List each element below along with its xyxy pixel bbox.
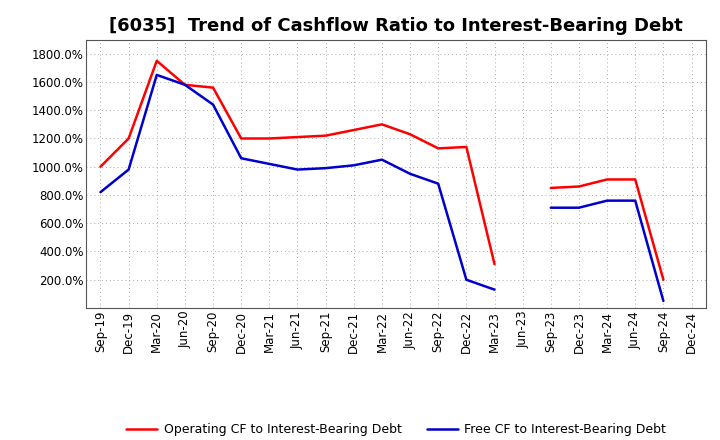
Free CF to Interest-Bearing Debt — [434, 181, 443, 186]
Operating CF to Interest-Bearing Debt — [96, 164, 105, 169]
Legend: Operating CF to Interest-Bearing Debt, Free CF to Interest-Bearing Debt: Operating CF to Interest-Bearing Debt, F… — [121, 418, 671, 440]
Free CF to Interest-Bearing Debt — [153, 72, 161, 77]
Free CF to Interest-Bearing Debt — [490, 287, 499, 292]
Line: Operating CF to Interest-Bearing Debt: Operating CF to Interest-Bearing Debt — [101, 61, 495, 264]
Operating CF to Interest-Bearing Debt — [181, 82, 189, 88]
Operating CF to Interest-Bearing Debt — [237, 136, 246, 141]
Free CF to Interest-Bearing Debt — [321, 165, 330, 171]
Free CF to Interest-Bearing Debt — [265, 161, 274, 167]
Free CF to Interest-Bearing Debt — [406, 171, 415, 176]
Free CF to Interest-Bearing Debt — [237, 156, 246, 161]
Operating CF to Interest-Bearing Debt — [153, 58, 161, 63]
Free CF to Interest-Bearing Debt — [462, 277, 471, 282]
Operating CF to Interest-Bearing Debt — [321, 133, 330, 138]
Operating CF to Interest-Bearing Debt — [125, 136, 133, 141]
Operating CF to Interest-Bearing Debt — [209, 85, 217, 90]
Free CF to Interest-Bearing Debt — [125, 167, 133, 172]
Free CF to Interest-Bearing Debt — [181, 82, 189, 88]
Title: [6035]  Trend of Cashflow Ratio to Interest-Bearing Debt: [6035] Trend of Cashflow Ratio to Intere… — [109, 17, 683, 35]
Operating CF to Interest-Bearing Debt — [406, 132, 415, 137]
Operating CF to Interest-Bearing Debt — [265, 136, 274, 141]
Operating CF to Interest-Bearing Debt — [293, 135, 302, 140]
Operating CF to Interest-Bearing Debt — [490, 261, 499, 267]
Free CF to Interest-Bearing Debt — [349, 163, 358, 168]
Operating CF to Interest-Bearing Debt — [434, 146, 443, 151]
Operating CF to Interest-Bearing Debt — [377, 122, 386, 127]
Free CF to Interest-Bearing Debt — [96, 190, 105, 195]
Free CF to Interest-Bearing Debt — [377, 157, 386, 162]
Free CF to Interest-Bearing Debt — [293, 167, 302, 172]
Free CF to Interest-Bearing Debt — [209, 102, 217, 107]
Operating CF to Interest-Bearing Debt — [462, 144, 471, 150]
Line: Free CF to Interest-Bearing Debt: Free CF to Interest-Bearing Debt — [101, 75, 495, 290]
Operating CF to Interest-Bearing Debt — [349, 127, 358, 132]
